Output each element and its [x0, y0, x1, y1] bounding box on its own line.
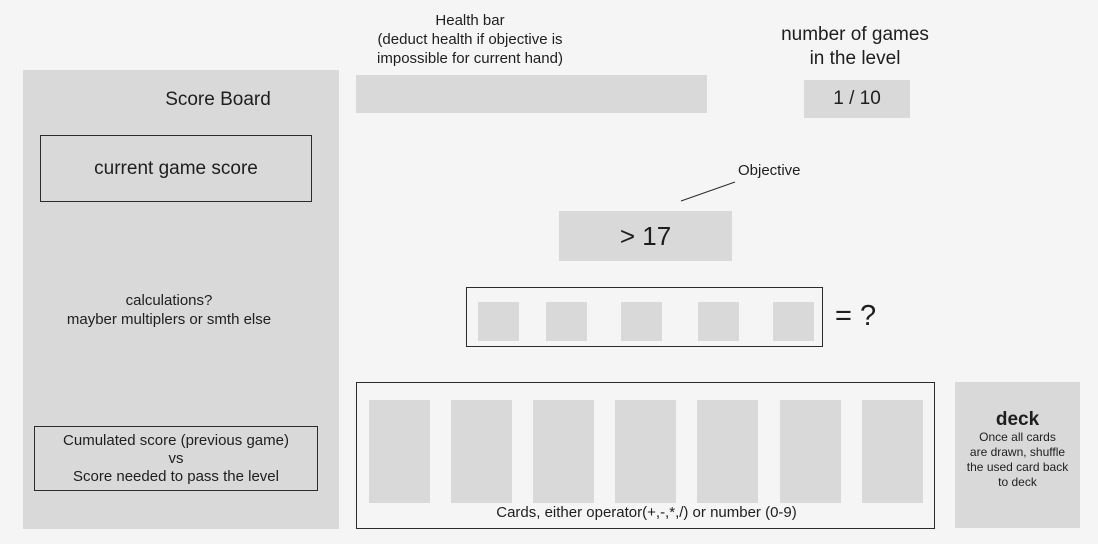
games-counter: 1 / 10	[804, 80, 910, 118]
equation-slot	[478, 302, 519, 341]
equation-result: = ?	[835, 300, 877, 332]
deck-note-line2: are drawn, shuffle	[969, 445, 1066, 459]
health-bar-title: Health bar	[435, 12, 505, 29]
hand-card	[697, 400, 758, 503]
health-bar-annotation: Health bar (deduct health if objective i…	[340, 11, 600, 68]
objective-label: Objective	[738, 162, 801, 179]
hand-card	[862, 400, 923, 503]
games-count-title-line1: number of games	[781, 24, 929, 45]
hand-caption: Cards, either operator(+,-,*,/) or numbe…	[496, 504, 797, 521]
cumulated-score-line2: vs	[168, 449, 184, 467]
games-count-annotation: number of games in the level	[755, 23, 955, 71]
health-bar-note-line1: (deduct health if objective is	[377, 31, 563, 48]
cumulated-score-line3: Score needed to pass the level	[73, 467, 279, 485]
hand-area: Cards, either operator(+,-,*,/) or numbe…	[356, 382, 935, 529]
calculations-note: calculations? mayber multiplers or smth …	[23, 291, 315, 329]
hand-card	[533, 400, 594, 503]
cumulated-score-line1: Cumulated score (previous game)	[63, 431, 289, 449]
equation-slot	[773, 302, 814, 341]
calculations-note-line2: mayber multiplers or smth else	[66, 311, 272, 328]
hand-card	[780, 400, 841, 503]
deck-note: Once all cards are drawn, shuffle the us…	[955, 430, 1080, 490]
hand-card	[369, 400, 430, 503]
scoreboard-title: Score Board	[165, 89, 271, 110]
objective-box: > 17	[559, 211, 732, 261]
hand-card	[615, 400, 676, 503]
cumulated-score-box: Cumulated score (previous game) vs Score…	[34, 426, 318, 491]
current-game-score-box: current game score	[40, 135, 312, 202]
hand-card	[451, 400, 512, 503]
health-bar-note-line2: impossible for current hand)	[377, 50, 563, 67]
deck: deck Once all cards are drawn, shuffle t…	[955, 382, 1080, 528]
equation-slot	[698, 302, 739, 341]
equation-slot	[621, 302, 662, 341]
deck-note-line3: the used card back	[966, 460, 1069, 474]
scoreboard-panel: Score Board current game score calculati…	[23, 70, 339, 529]
objective-value: > 17	[619, 220, 672, 251]
equation-slot	[546, 302, 587, 341]
calculations-note-line1: calculations?	[125, 292, 213, 309]
current-game-score-label: current game score	[94, 157, 258, 179]
games-count-title-line2: in the level	[809, 48, 901, 69]
health-bar	[356, 75, 707, 113]
games-counter-value: 1 / 10	[833, 88, 881, 109]
deck-title: deck	[995, 409, 1040, 430]
deck-note-line1: Once all cards	[979, 430, 1056, 444]
deck-note-line4: to deck	[998, 475, 1037, 489]
equation-row	[466, 287, 823, 347]
